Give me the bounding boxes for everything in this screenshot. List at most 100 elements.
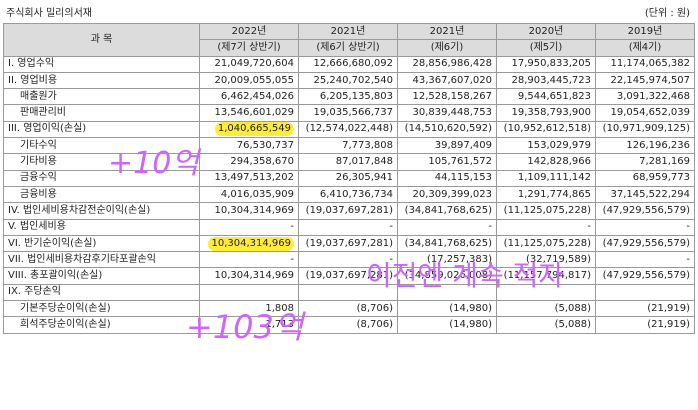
cell-value: 87,017,848 xyxy=(298,153,398,171)
highlighted-value: 10,304,314,969 xyxy=(208,236,294,251)
row-label: IV. 법인세비용차감전순이익(손실) xyxy=(3,202,200,220)
cell-value: (47,929,556,579) xyxy=(595,267,695,285)
cell-value: 22,145,974,507 xyxy=(595,71,695,90)
income-statement-table: 과 목 2022년 2021년 2021년 2020년 2019년 (제7기 상… xyxy=(3,22,695,334)
table-row: 금융수익 13,497,513,202 26,305,941 44,115,153 1,… xyxy=(3,169,695,187)
table-row: 판매관리비 13,546,601,029 19,035,566,737 30,839,… xyxy=(3,104,695,122)
row-label: 금융비용 xyxy=(3,185,200,204)
cell-value: (34,841,768,625) xyxy=(397,202,497,220)
row-label: VII. 법인세비용차감후기타포괄손익 xyxy=(3,251,200,269)
cell-value: 25,240,702,540 xyxy=(298,71,398,90)
cell-value: (19,037,697,281) xyxy=(298,267,398,285)
row-label: 기타비용 xyxy=(3,153,200,171)
cell-value: (14,510,620,592) xyxy=(397,120,497,139)
cell-value: 20,009,055,055 xyxy=(199,71,299,90)
cell-value: (47,929,556,579) xyxy=(595,202,695,220)
table-row: I. 영업수익 21,049,720,604 12,666,680,092 28,85… xyxy=(3,55,695,73)
cell-value xyxy=(397,283,497,302)
cell-value: (34,841,768,625) xyxy=(397,234,497,253)
col-year: 2019년 xyxy=(595,22,695,41)
cell-value: - xyxy=(595,218,695,236)
cell-value: 10,304,314,969 xyxy=(199,267,299,285)
cell-value: 76,530,737 xyxy=(199,137,299,155)
cell-value: (11,125,075,228) xyxy=(496,234,596,253)
cell-value: 7,281,169 xyxy=(595,153,695,171)
cell-value: 19,358,793,900 xyxy=(496,104,596,122)
cell-value: 1,808 xyxy=(199,300,299,318)
row-label: 금융수익 xyxy=(3,169,200,187)
cell-value: 1,040,665,549 xyxy=(199,120,299,139)
cell-value: (5,088) xyxy=(496,300,596,318)
cell-value: 39,897,409 xyxy=(397,137,497,155)
cell-value: 3,091,322,468 xyxy=(595,88,695,106)
cell-value: (8,706) xyxy=(298,300,398,318)
cell-value: (14,980) xyxy=(397,300,497,318)
cell-value: - xyxy=(199,251,299,269)
company-title: 주식회사 밀리의서재 xyxy=(6,8,92,19)
unit-label: (단위 : 원) xyxy=(644,8,690,19)
cell-value: 105,761,572 xyxy=(397,153,497,171)
cell-value: 21,049,720,604 xyxy=(199,55,299,73)
col-period: (제7기 상반기) xyxy=(199,39,299,57)
row-label: III. 영업이익(손실) xyxy=(3,120,200,139)
cell-value xyxy=(199,283,299,302)
table-row: 기타비용 294,358,670 87,017,848 105,761,572 142,… xyxy=(3,153,695,171)
table-row: V. 법인세비용 - - - - - xyxy=(3,218,695,236)
col-period: (제5기) xyxy=(496,39,596,57)
cell-value: (17,257,383) xyxy=(397,251,497,269)
cell-value: - xyxy=(496,218,596,236)
cell-value: 20,309,399,023 xyxy=(397,185,497,204)
col-year: 2021년 xyxy=(298,22,398,41)
row-label: II. 영업비용 xyxy=(3,71,200,90)
row-label: 매출원가 xyxy=(3,88,200,106)
cell-value: 43,367,607,020 xyxy=(397,71,497,90)
col-period: (제6기 상반기) xyxy=(298,39,398,57)
cell-value: (21,919) xyxy=(595,300,695,318)
row-label: V. 법인세비용 xyxy=(3,218,200,236)
cell-value: 1,291,774,865 xyxy=(496,185,596,204)
table-row: 매출원가 6,462,454,026 6,205,135,803 12,528,158… xyxy=(3,88,695,106)
cell-value: 13,497,513,202 xyxy=(199,169,299,187)
cell-value: (19,037,697,281) xyxy=(298,234,398,253)
table-row: II. 영업비용 20,009,055,055 25,240,702,540 43,3… xyxy=(3,71,695,90)
table-row: IV. 법인세비용차감전순이익(손실) 10,304,314,969 (19,037… xyxy=(3,202,695,220)
cell-value xyxy=(496,283,596,302)
col-year: 2020년 xyxy=(496,22,596,41)
cell-value: 1,109,111,142 xyxy=(496,169,596,187)
cell-value: 11,174,065,382 xyxy=(595,55,695,73)
cell-value: 44,115,153 xyxy=(397,169,497,187)
cell-value: 142,828,966 xyxy=(496,153,596,171)
cell-value: (21,919) xyxy=(595,316,695,334)
cell-value: 126,196,236 xyxy=(595,137,695,155)
cell-value: 6,410,736,734 xyxy=(298,185,398,204)
cell-value: 153,029,979 xyxy=(496,137,596,155)
cell-value: (34,859,026,008) xyxy=(397,267,497,285)
row-label: 기본주당순이익(손실) xyxy=(3,300,200,318)
cell-value: 19,035,566,737 xyxy=(298,104,398,122)
cell-value: (32,719,589) xyxy=(496,251,596,269)
cell-value: (5,088) xyxy=(496,316,596,334)
cell-value: 10,304,314,969 xyxy=(199,234,299,253)
cell-value: 37,145,522,294 xyxy=(595,185,695,204)
cell-value xyxy=(595,283,695,302)
cell-value: - xyxy=(397,218,497,236)
cell-value: 12,666,680,092 xyxy=(298,55,398,73)
col-period: (제4기) xyxy=(595,39,695,57)
row-label: IX. 주당손익 xyxy=(3,283,200,302)
table-row: 금융비용 4,016,035,909 6,410,736,734 20,309,399… xyxy=(3,185,695,204)
cell-value: (11,157,794,817) xyxy=(496,267,596,285)
row-label: 기타수익 xyxy=(3,137,200,155)
row-label: 희석주당순이익(손실) xyxy=(3,316,200,334)
row-label: I. 영업수익 xyxy=(3,55,200,73)
cell-value: (10,952,612,518) xyxy=(496,120,596,139)
col-year: 2022년 xyxy=(199,22,299,41)
row-label: 판매관리비 xyxy=(3,104,200,122)
table-row: VI. 반기순이익(손실) 10,304,314,969 (19,037,697,2… xyxy=(3,234,695,253)
cell-value: 17,950,833,205 xyxy=(496,55,596,73)
table-row: VII. 법인세비용차감후기타포괄손익 - - (17,257,383) (32,719… xyxy=(3,251,695,269)
cell-value: 6,205,135,803 xyxy=(298,88,398,106)
cell-value: - xyxy=(199,218,299,236)
cell-value: (8,706) xyxy=(298,316,398,334)
cell-value xyxy=(298,283,398,302)
cell-value: - xyxy=(298,218,398,236)
